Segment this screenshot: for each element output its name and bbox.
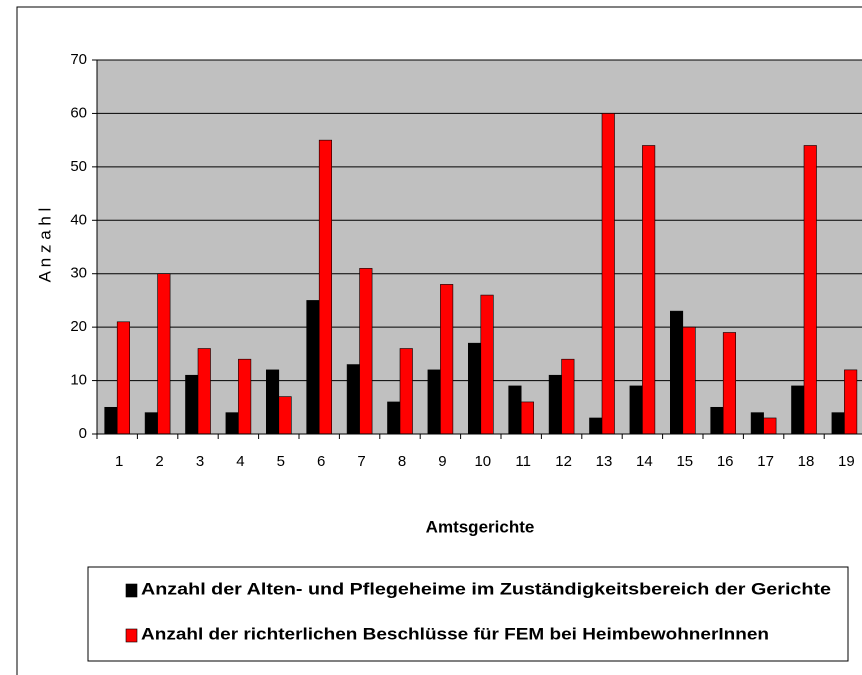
bar [225,412,239,435]
bar [440,284,454,435]
legend-swatch [125,583,138,598]
bar [144,412,158,435]
bar [508,385,522,435]
bar [682,326,696,435]
bar [265,369,280,435]
y-axis-title: A n z a h l [35,208,54,283]
x-axis-title: Amtsgerichte [426,517,535,536]
bar [763,417,777,435]
bar [710,406,724,435]
bar [278,396,292,435]
y-tick-label: 0 [79,425,87,442]
legend-swatch [125,628,138,643]
x-tick-label: 2 [155,453,163,470]
bar [669,310,684,435]
legend-label: Anzahl der richterlichen Beschlüsse für … [141,624,769,643]
x-tick-label: 1 [115,453,123,470]
bar [601,113,615,435]
bar [803,145,817,435]
chart-border [16,6,862,675]
x-tick-label: 7 [357,453,365,470]
x-tick-label: 13 [596,453,613,470]
x-tick-label: 16 [717,453,734,470]
bar [306,300,320,435]
y-tick-label: 20 [70,318,87,335]
bar [104,406,118,435]
bar [467,342,482,435]
bar [791,385,805,435]
y-tick-label: 40 [70,211,87,228]
x-tick-label: 8 [398,453,406,470]
bar [399,348,413,435]
y-tick-label: 60 [70,104,87,121]
x-tick-label: 12 [555,453,572,470]
bar [750,412,764,435]
legend-box [87,566,849,662]
y-tick-label: 50 [70,158,87,175]
legend-label: Anzahl der Alten- und Pflegeheime im Zus… [141,579,831,598]
x-tick-label: 14 [636,453,653,470]
bar [157,273,171,435]
bar [642,145,656,435]
y-tick-label: 30 [70,265,87,282]
y-tick-label: 70 [70,51,87,68]
x-tick-label: 5 [277,453,285,470]
bar [185,374,199,435]
bar [480,294,494,435]
bar [844,369,858,435]
x-tick-label: 4 [236,453,244,470]
x-tick-label: 3 [196,453,204,470]
bar [197,348,211,435]
bar [548,374,562,435]
x-tick-label: 11 [515,453,531,470]
x-tick-label: 17 [757,453,774,470]
bar [629,385,643,435]
bar [520,401,535,435]
bar [116,321,130,435]
x-tick-label: 18 [798,453,815,470]
bar [359,268,373,435]
x-tick-label: 19 [838,453,855,470]
bar [346,364,360,435]
bar [387,401,401,435]
bar [589,417,603,435]
x-tick-label: 6 [317,453,325,470]
bar [238,358,252,435]
y-tick-label: 10 [70,372,87,389]
bar [722,332,737,435]
x-tick-label: 15 [676,453,693,470]
bar [831,412,845,435]
x-tick-label: 9 [438,453,446,470]
x-tick-label: 10 [474,453,491,470]
bar [318,139,333,435]
bar [427,369,441,435]
bar [561,358,575,435]
